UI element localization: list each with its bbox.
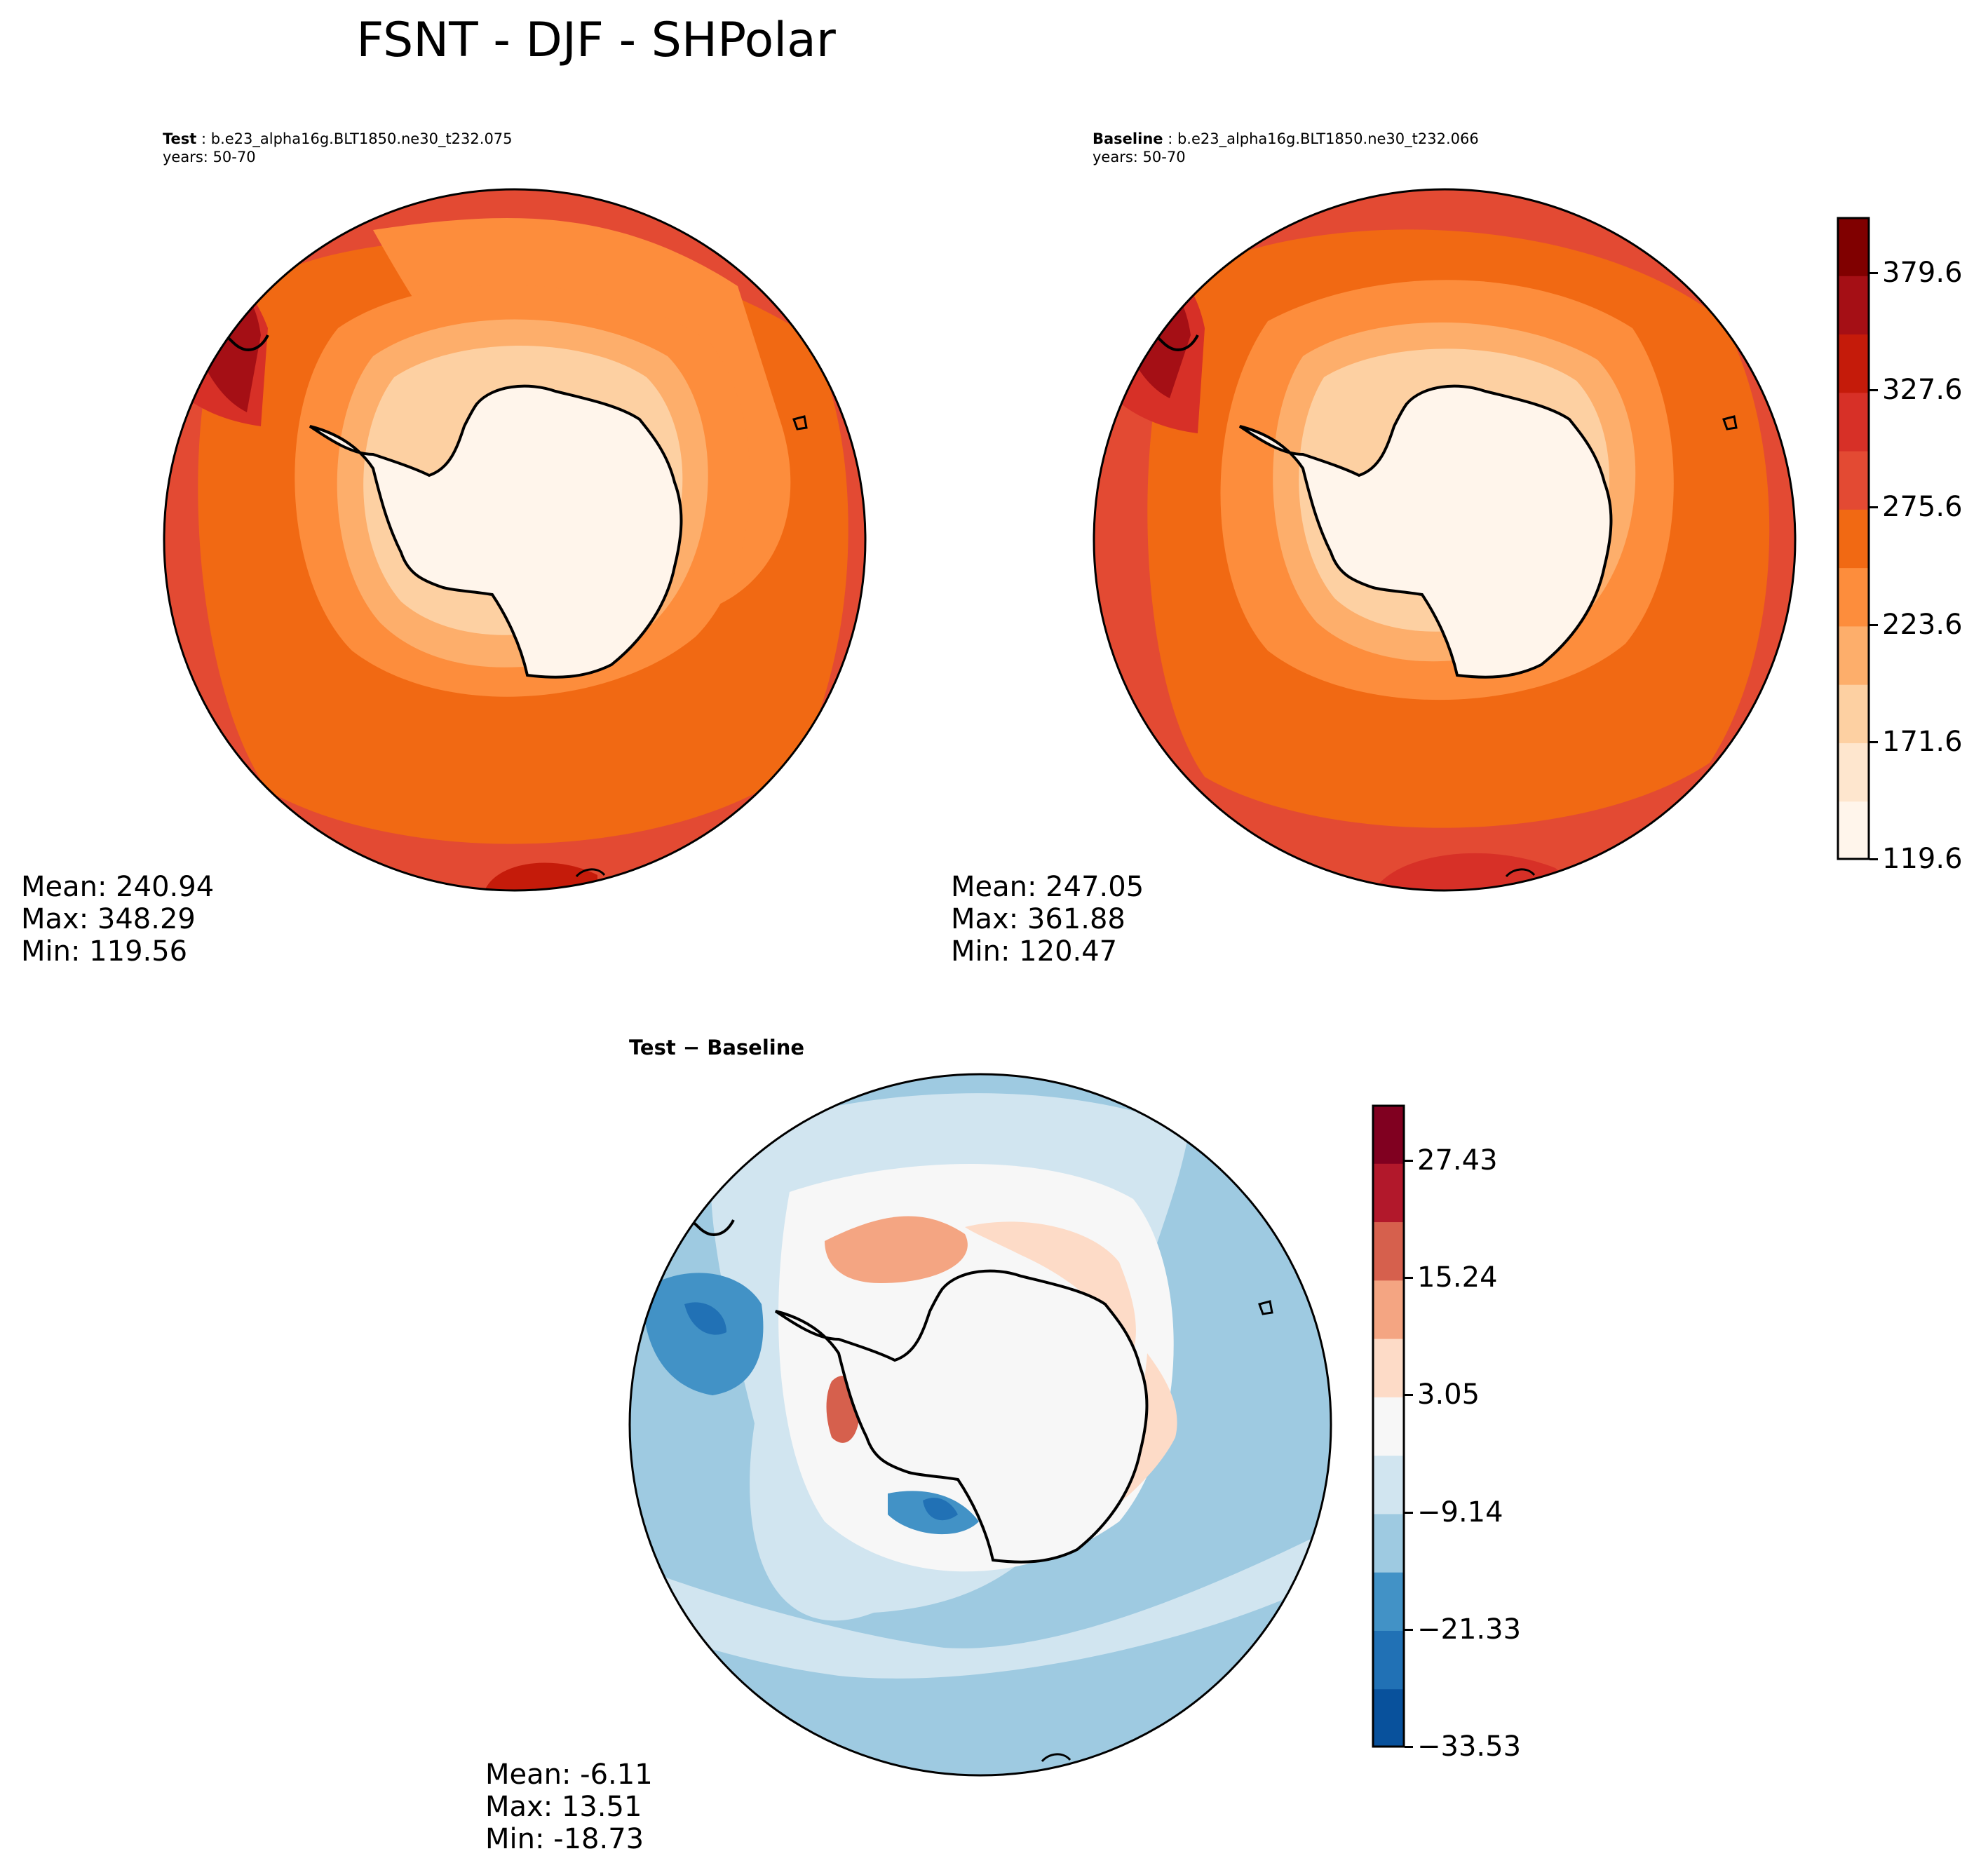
baseline-max: Max: 361.88 [951, 903, 1125, 935]
test-case-name: : b.e23_alpha16g.BLT1850.ne30_t232.075 [196, 130, 513, 147]
main-colorbar-tick-label: 275.6 [1882, 491, 1963, 524]
main-colorbar-tick-label: 171.6 [1882, 725, 1963, 758]
baseline-map-boundary [1093, 188, 1797, 892]
diff-colorbar-tick-label: −21.33 [1417, 1613, 1522, 1646]
baseline-case-name: : b.e23_alpha16g.BLT1850.ne30_t232.066 [1163, 130, 1479, 147]
diff-colorbar-segment [1372, 1280, 1405, 1339]
main-colorbar-segment [1837, 217, 1869, 276]
diff-colorbar-tick-mark [1405, 1746, 1413, 1748]
diff-colorbar-tick-label: 3.05 [1417, 1378, 1480, 1411]
test-antarctica [309, 384, 683, 679]
diff-polar-map [628, 1073, 1332, 1777]
baseline-island-east [1722, 415, 1738, 431]
main-colorbar-segment [1837, 743, 1869, 802]
test-label: Test [163, 130, 197, 147]
test-map-boundary [163, 188, 867, 892]
diff-colorbar-tick-label: 15.24 [1417, 1261, 1498, 1294]
test-polar-map [163, 188, 867, 892]
main-colorbar-tick-mark [1869, 272, 1878, 274]
main-colorbar-tick-mark [1869, 506, 1878, 509]
diff-colorbar-tick-mark [1405, 1277, 1413, 1280]
diff-colorbar-tick-label: 27.43 [1417, 1144, 1498, 1177]
diff-panel-title: Test − Baseline [629, 1036, 805, 1059]
main-colorbar-tick-mark [1869, 623, 1878, 626]
diff-island-east [1258, 1300, 1273, 1315]
diff-colorbar-segment [1372, 1397, 1405, 1456]
diff-positive-patch-north [825, 1216, 968, 1283]
main-colorbar-segment [1837, 625, 1869, 685]
main-colorbar [1837, 217, 1870, 860]
baseline-panel-header: Baseline : b.e23_alpha16g.BLT1850.ne30_t… [1093, 130, 1479, 166]
test-max: Max: 348.29 [21, 903, 196, 935]
diff-antarctica [774, 1269, 1149, 1564]
test-island-east [792, 415, 808, 431]
main-colorbar-segment [1837, 276, 1869, 335]
diff-colorbar-frame [1372, 1104, 1405, 1748]
diff-colorbar-segment [1372, 1221, 1405, 1281]
baseline-min: Min: 120.47 [951, 935, 1118, 968]
diff-colorbar-tick-label: −9.14 [1417, 1496, 1503, 1529]
diff-max: Max: 13.51 [485, 1791, 642, 1823]
diff-colorbar-segment [1372, 1105, 1405, 1164]
diff-colorbar-segment [1372, 1688, 1405, 1748]
figure-title: FSNT - DJF - SHPolar [356, 13, 836, 68]
baseline-years: years: 50-70 [1093, 149, 1186, 165]
diff-min-patch [923, 1498, 958, 1521]
diff-stats: Mean: -6.11 Max: 13.51 Min: -18.73 [485, 1759, 653, 1855]
test-panel-header: Test : b.e23_alpha16g.BLT1850.ne30_t232.… [163, 130, 513, 166]
main-colorbar-segment [1837, 334, 1869, 393]
diff-colorbar-tick-mark [1405, 1628, 1413, 1631]
main-colorbar-tick-label: 119.6 [1882, 843, 1963, 875]
main-colorbar-segment [1837, 392, 1869, 452]
main-colorbar-tick-mark [1869, 858, 1878, 860]
diff-band-south [630, 1529, 1331, 1679]
diff-colorbar-tick-label: −33.53 [1417, 1730, 1522, 1763]
test-island-south [575, 868, 606, 878]
baseline-island-south [1505, 868, 1536, 878]
diff-colorbar-segment [1372, 1630, 1405, 1690]
main-colorbar-tick-mark [1869, 389, 1878, 392]
test-years: years: 50-70 [163, 149, 256, 165]
main-colorbar-tick-mark [1869, 740, 1878, 743]
diff-colorbar [1372, 1104, 1405, 1748]
diff-colorbar-segment [1372, 1339, 1405, 1397]
main-colorbar-segment [1837, 684, 1869, 743]
test-mean: Mean: 240.94 [21, 871, 215, 903]
main-colorbar-tick-label: 223.6 [1882, 608, 1963, 641]
diff-colorbar-segment [1372, 1455, 1405, 1515]
main-colorbar-segment [1837, 509, 1869, 569]
diff-colorbar-tick-mark [1405, 1511, 1413, 1514]
diff-colorbar-tick-mark [1405, 1160, 1413, 1162]
diff-colorbar-segment [1372, 1572, 1405, 1631]
test-stats: Mean: 240.94 Max: 348.29 Min: 119.56 [21, 871, 214, 968]
diff-colorbar-tick-mark [1405, 1394, 1413, 1397]
baseline-mean: Mean: 247.05 [951, 871, 1144, 903]
diff-min: Min: -18.73 [485, 1823, 644, 1855]
main-colorbar-segment [1837, 451, 1869, 510]
diff-negative-patch-west [642, 1273, 764, 1395]
main-colorbar-tick-label: 379.6 [1882, 257, 1963, 289]
diff-colorbar-segment [1372, 1163, 1405, 1223]
baseline-polar-map [1093, 188, 1797, 892]
main-colorbar-frame [1837, 217, 1870, 860]
baseline-antarctica [1238, 384, 1613, 679]
diff-mean: Mean: -6.11 [485, 1759, 653, 1791]
main-colorbar-segment [1837, 801, 1869, 860]
diff-map-boundary [628, 1073, 1332, 1777]
test-warm-patch-south [485, 862, 597, 890]
diff-strong-negative-west [684, 1302, 726, 1335]
main-colorbar-tick-label: 327.6 [1882, 374, 1963, 407]
baseline-stats: Mean: 247.05 Max: 361.88 Min: 120.47 [951, 871, 1144, 968]
baseline-label: Baseline [1093, 130, 1163, 147]
diff-positive-patch-northeast [965, 1221, 1136, 1353]
main-colorbar-segment [1837, 567, 1869, 627]
diff-colorbar-segment [1372, 1513, 1405, 1573]
test-min: Min: 119.56 [21, 935, 188, 968]
diff-island-south [1041, 1753, 1071, 1763]
